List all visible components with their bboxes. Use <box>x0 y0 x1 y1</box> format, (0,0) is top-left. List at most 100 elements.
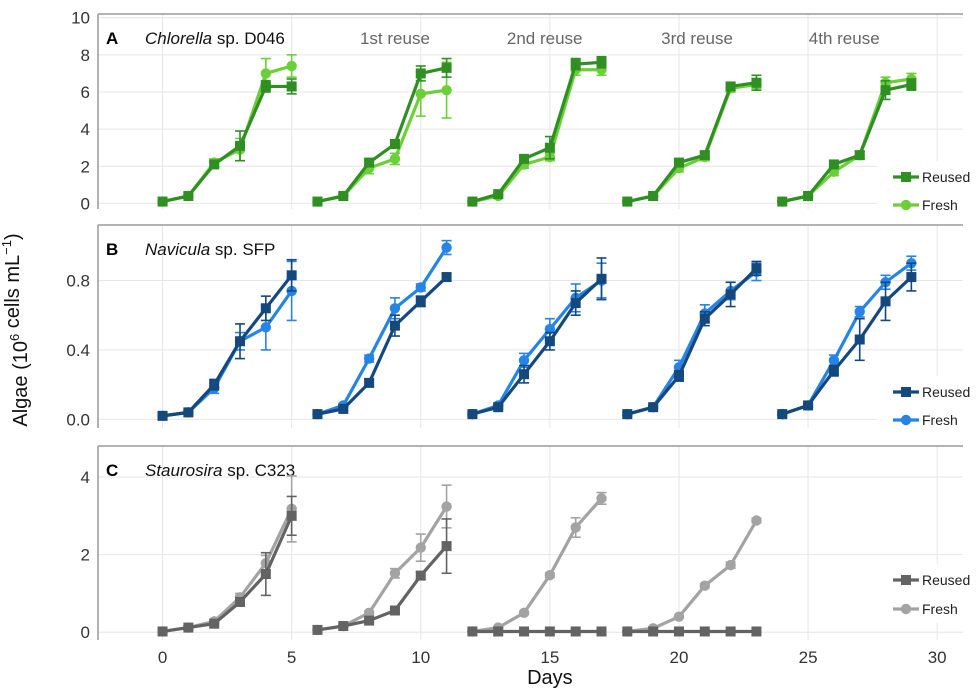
x-tick-label: 20 <box>670 648 689 667</box>
data-point-square <box>467 626 478 637</box>
data-point-square <box>286 510 297 521</box>
data-point-square <box>544 142 555 153</box>
series-line <box>626 82 757 204</box>
legend: Reused Fresh <box>893 572 970 617</box>
data-point-square <box>286 81 297 92</box>
data-point-square <box>803 400 814 411</box>
data-point-circle <box>415 282 426 293</box>
series-line <box>317 88 447 204</box>
data-point-square <box>441 62 452 73</box>
data-point-circle <box>415 88 426 100</box>
series-line <box>162 290 293 418</box>
species-genus: Navicula <box>145 240 210 259</box>
data-point-square <box>622 196 633 207</box>
data-point-circle <box>363 607 375 619</box>
data-point-square <box>725 626 736 637</box>
data-point-square <box>338 191 349 201</box>
series-line <box>162 84 292 204</box>
data-point-circle <box>389 303 401 314</box>
data-point-square <box>415 68 426 79</box>
legend-background <box>877 161 965 219</box>
species-genus: Chlorella <box>145 29 212 48</box>
panel-c: 0 2 4 C Staurosira sp. C323 Reused Fresh <box>81 445 970 642</box>
data-point-square <box>751 263 762 274</box>
data-point-square <box>880 85 891 96</box>
data-point-square <box>209 159 220 170</box>
superscript: −1 <box>0 240 14 255</box>
series-fresh <box>157 239 917 422</box>
data-point-circle <box>518 355 530 366</box>
x-tick-label: 25 <box>799 648 818 667</box>
data-point-square <box>235 336 246 347</box>
panel-letter: B <box>106 240 118 259</box>
reuse-label: 3rd reuse <box>661 29 733 48</box>
data-point-square <box>648 191 659 201</box>
series-reused <box>157 495 762 637</box>
grid <box>98 14 963 209</box>
data-point-square <box>467 409 478 420</box>
data-point-square <box>389 139 400 149</box>
panels-layer: 0 2 4 6 8 10 1st reuse 2nd reuse 3rd reuse 4th re… <box>66 9 970 643</box>
data-point-square <box>622 626 633 637</box>
species-genus: Staurosira <box>145 461 222 480</box>
legend-label: Reused <box>922 169 970 185</box>
data-point-square <box>312 624 323 635</box>
data-point-circle <box>544 323 556 335</box>
data-point-square <box>803 191 814 201</box>
x-tick-label: 0 <box>158 648 167 667</box>
y-tick-label: 4 <box>81 468 90 487</box>
data-point-square <box>364 157 375 168</box>
data-point-square <box>364 377 375 388</box>
data-point-square <box>906 272 917 283</box>
data-point-square <box>235 140 246 151</box>
data-point-square <box>493 626 504 637</box>
data-point-square <box>570 298 581 309</box>
reuse-label: 2nd reuse <box>507 29 583 48</box>
data-point-square <box>725 289 736 300</box>
x-axis-title: Days <box>527 667 573 688</box>
y-tick-label: 10 <box>71 9 90 28</box>
reuse-label: 4th reuse <box>809 29 880 48</box>
x-tick-label: 10 <box>411 648 430 667</box>
data-point-square <box>751 626 762 637</box>
data-point-square <box>338 621 349 632</box>
y-tick-label: 6 <box>81 83 90 102</box>
y-tick-label: 2 <box>81 157 90 176</box>
y-tick-label: 8 <box>81 46 90 65</box>
data-point-circle <box>854 306 865 317</box>
label-text: cells mL <box>2 255 24 334</box>
data-point-square <box>312 196 323 207</box>
legend-background <box>877 564 965 623</box>
data-point-square <box>364 615 375 626</box>
label-text: Algae (10 <box>10 341 32 427</box>
label-text: ) <box>2 233 24 240</box>
data-point-square <box>260 569 271 580</box>
data-point-circle <box>363 353 375 364</box>
series-line <box>471 60 602 204</box>
x-tick-label: 15 <box>540 648 559 667</box>
data-point-square <box>854 150 865 161</box>
data-point-square <box>854 334 865 345</box>
data-point-circle <box>518 607 530 619</box>
data-point-square <box>519 153 530 164</box>
legend-label: Fresh <box>922 412 958 428</box>
data-point-square <box>880 296 891 307</box>
data-point-square <box>260 81 271 92</box>
species-strain: sp. C323 <box>222 461 295 480</box>
legend-marker-square <box>901 172 911 182</box>
data-point-square <box>544 336 555 347</box>
data-point-square <box>183 191 194 201</box>
data-point-square <box>183 407 194 418</box>
data-point-square <box>673 370 684 381</box>
data-point-circle <box>725 559 736 571</box>
data-point-square <box>570 626 581 637</box>
series-reused <box>157 257 917 421</box>
data-point-square <box>338 403 349 414</box>
data-point-square <box>209 379 220 390</box>
x-axis: 0 5 10 15 20 25 30 <box>158 648 947 667</box>
data-point-square <box>777 196 788 207</box>
data-point-square <box>699 150 710 161</box>
panel-title: Chlorella sp. D046 <box>145 29 285 48</box>
data-point-circle <box>828 355 840 366</box>
legend-label: Fresh <box>922 197 958 213</box>
